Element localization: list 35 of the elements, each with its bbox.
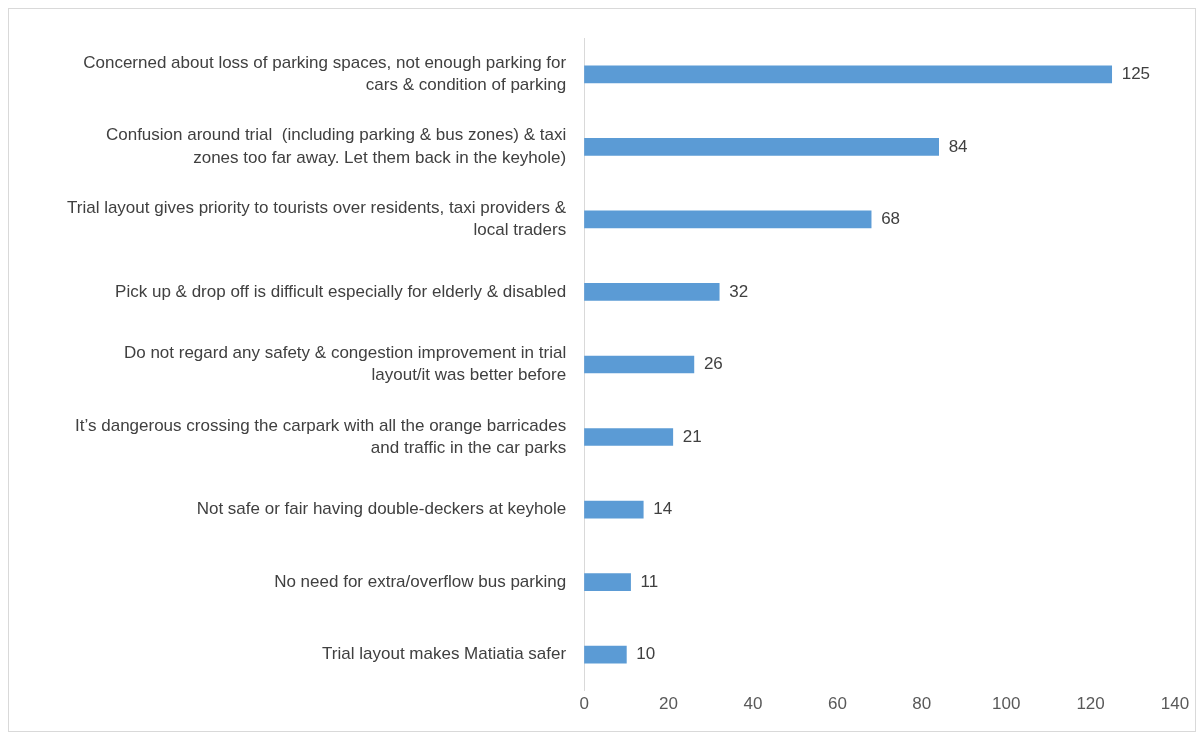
x-tick-label: 140 bbox=[1160, 693, 1190, 713]
data-label: 21 bbox=[682, 426, 702, 446]
bar bbox=[584, 65, 1113, 84]
x-tick-label: 120 bbox=[1076, 693, 1105, 713]
y-tick-label: Trial layout makes Matiatia safer bbox=[322, 644, 567, 664]
bar bbox=[584, 645, 627, 664]
x-tick-label: 100 bbox=[992, 693, 1021, 713]
x-tick-label: 20 bbox=[659, 693, 679, 713]
y-tick-label: It’s dangerous crossing the carpark with all the orange barricades and traffic in the car parks bbox=[75, 415, 567, 457]
data-label: 32 bbox=[729, 281, 749, 301]
y-tick-label: Pick up & drop off is difficult especially for elderly & disabled bbox=[115, 281, 567, 301]
data-label: 125 bbox=[1121, 64, 1151, 84]
data-label: 84 bbox=[948, 136, 968, 156]
y-tick-label: No need for extra/overflow bus parking bbox=[274, 571, 567, 591]
bar bbox=[584, 355, 695, 374]
data-label: 14 bbox=[653, 499, 673, 519]
data-label: 68 bbox=[881, 209, 901, 229]
y-tick-label: Confusion around trial (including parking & bus zones) & taxi zones too far away. Let them back in the keyhole) bbox=[105, 125, 567, 167]
bar bbox=[584, 428, 674, 446]
x-tick-label: 80 bbox=[912, 693, 932, 713]
bar bbox=[584, 138, 939, 156]
x-tick-label: 0 bbox=[579, 693, 589, 713]
bar bbox=[584, 210, 872, 229]
bar bbox=[584, 283, 720, 301]
x-tick-label: 40 bbox=[743, 693, 763, 713]
bar bbox=[584, 500, 644, 519]
y-tick-label: Concerned about loss of parking spaces, not enough parking for cars & condition of parking bbox=[83, 52, 567, 95]
data-label: 26 bbox=[703, 354, 723, 374]
y-tick-label: Trial layout gives priority to tourists over residents, taxi providers & local traders bbox=[67, 198, 567, 240]
y-tick-label: Do not regard any safety & congestion improvement in trial layout/it was better before bbox=[123, 343, 567, 385]
x-tick-label: 60 bbox=[827, 693, 847, 713]
y-tick-label: Not safe or fair having double-deckers at keyhole bbox=[196, 499, 567, 519]
data-label: 11 bbox=[640, 571, 659, 591]
bar bbox=[584, 573, 631, 591]
data-label: 10 bbox=[636, 644, 656, 664]
